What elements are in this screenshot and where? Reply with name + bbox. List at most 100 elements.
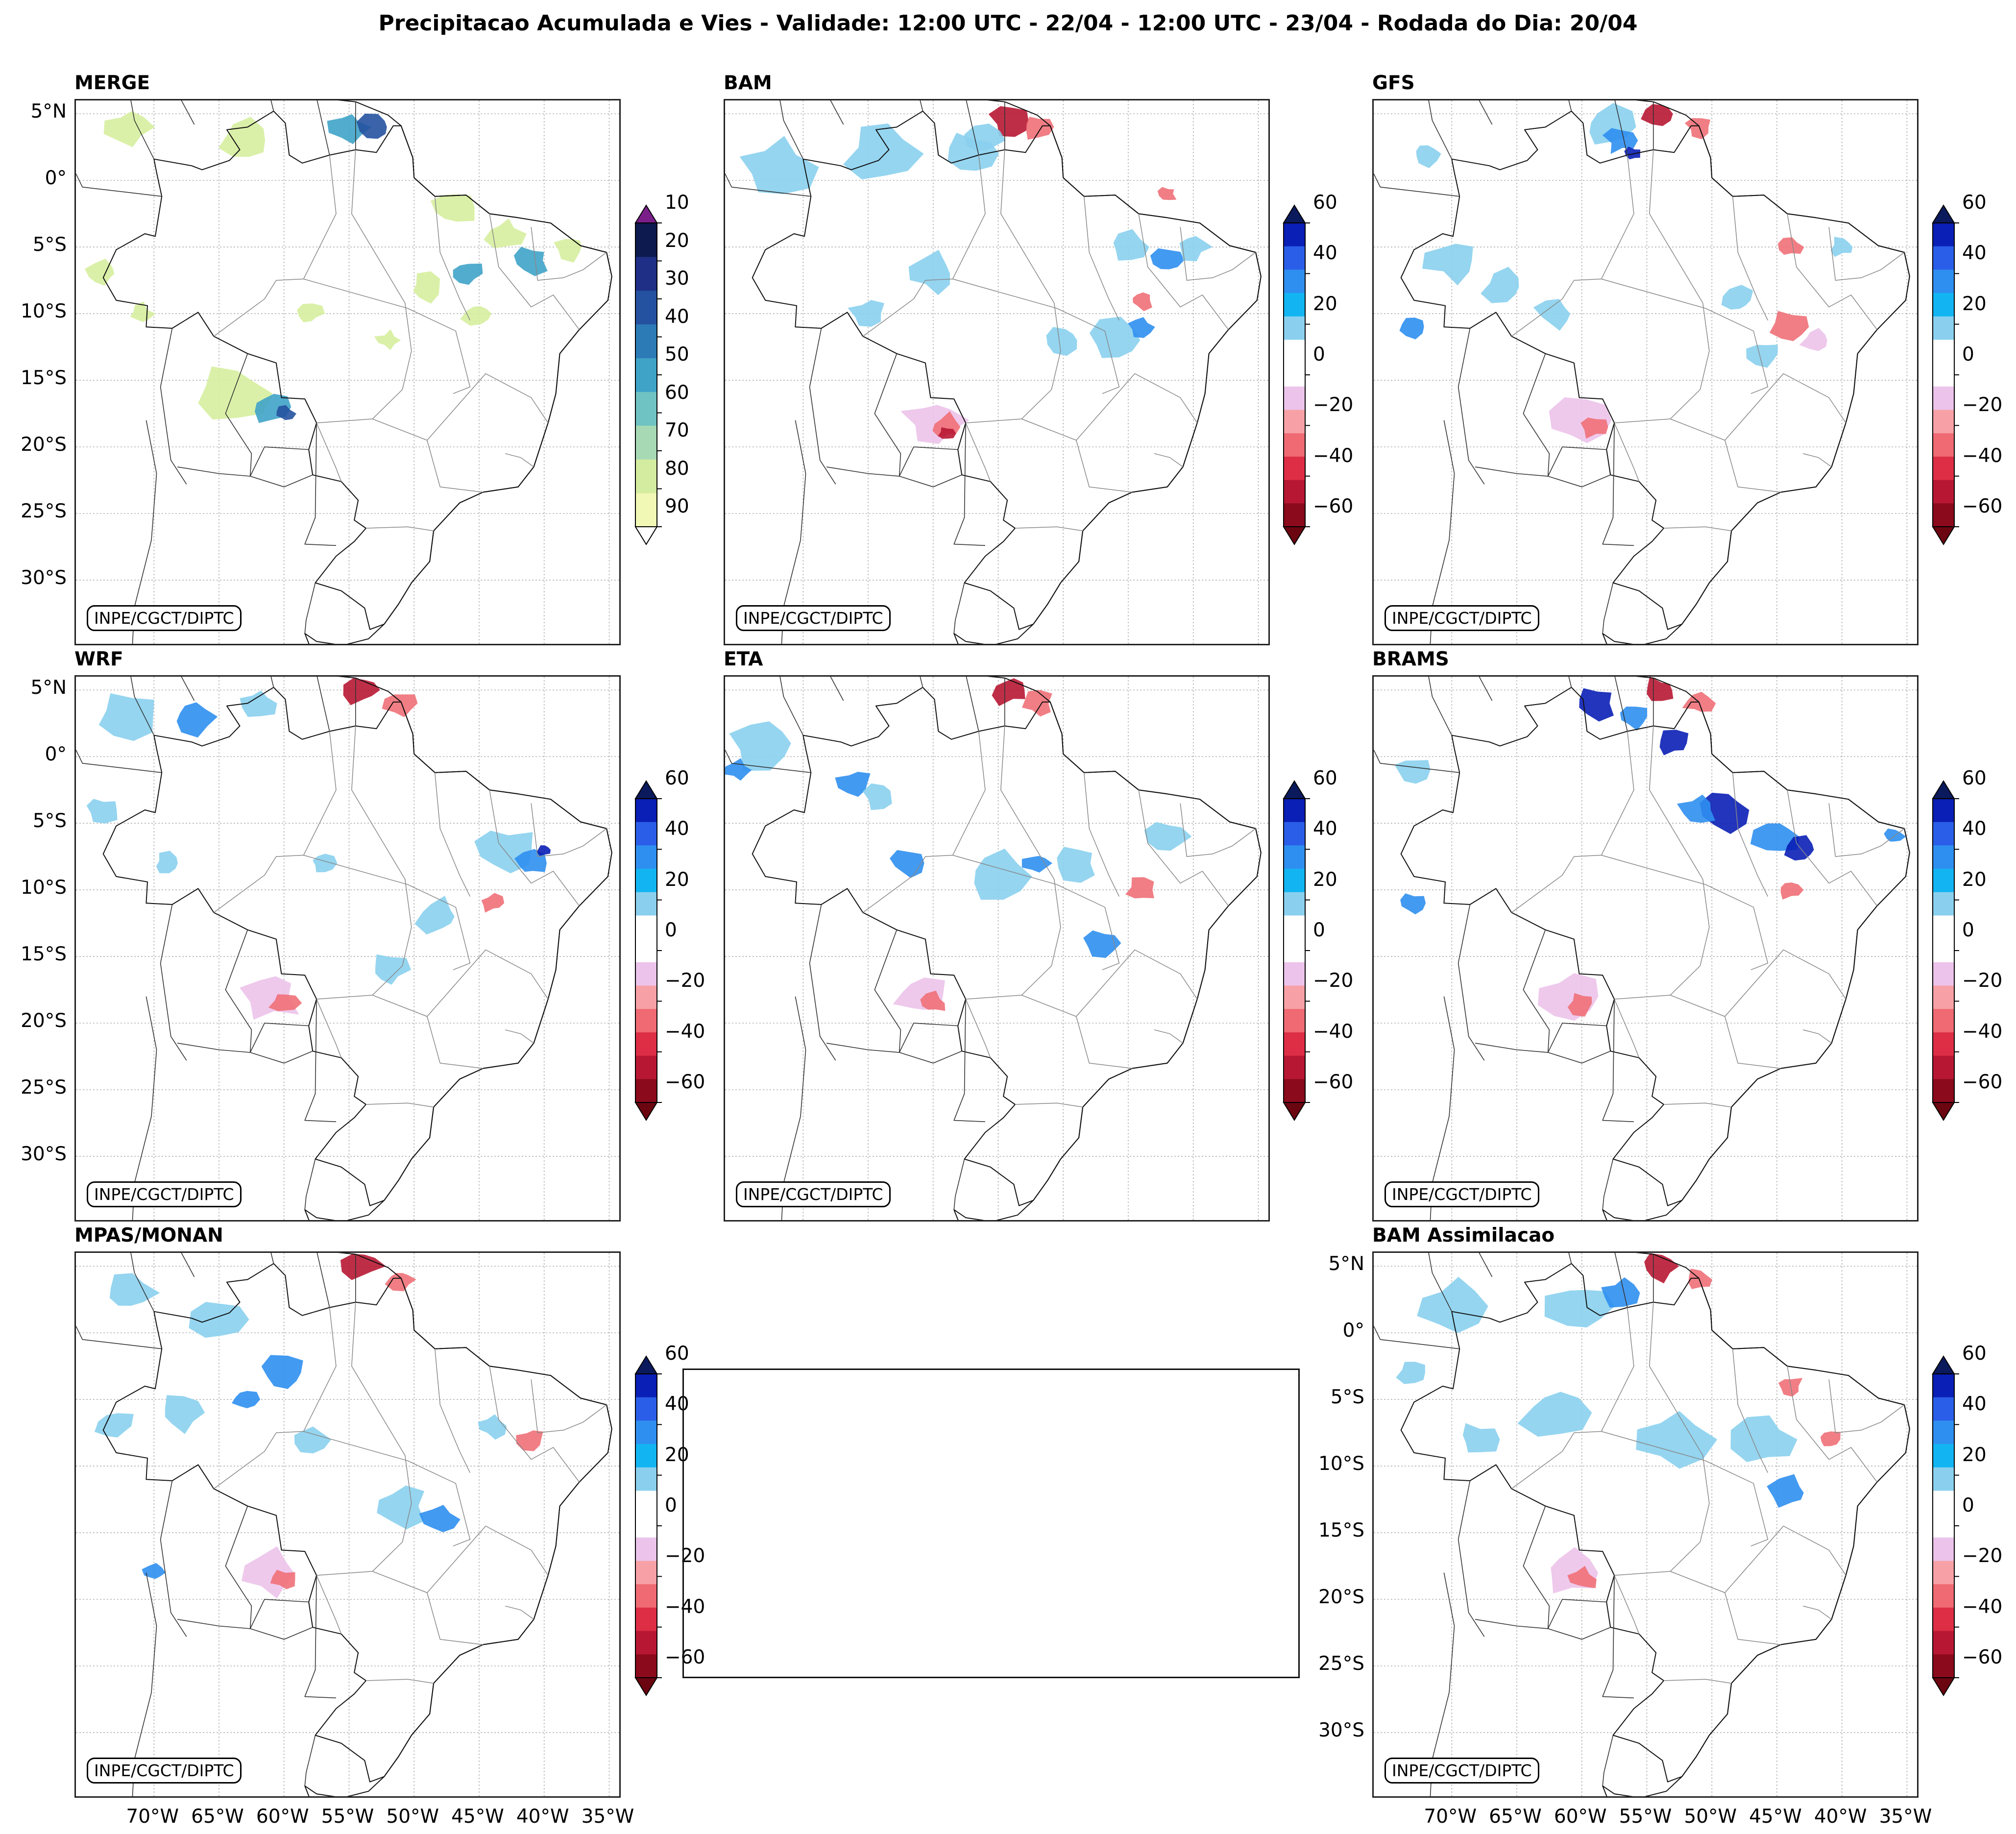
- colorbar-tick-label: 60: [1962, 1343, 1987, 1365]
- country-border-0: [225, 1506, 252, 1629]
- colorbar-segment: [635, 1607, 657, 1632]
- colorbar-segment: [1284, 246, 1305, 270]
- state-border-3: [1083, 196, 1120, 321]
- country-border-10: [1602, 423, 1634, 546]
- colorbar-segment: [1284, 316, 1305, 340]
- colorbar-tick-label: 10: [665, 192, 689, 214]
- field-area-13: [130, 301, 156, 322]
- colorbar-segment: [1284, 892, 1305, 916]
- colorbar-segment: [635, 1654, 657, 1678]
- colorbar-tick-label: 60: [1313, 767, 1337, 789]
- panel-title-merge: MERGE: [74, 72, 150, 94]
- field-area-4: [992, 678, 1025, 706]
- field-area-13: [270, 1569, 295, 1589]
- colorbar-tick-label: −20: [1962, 970, 2003, 992]
- country-border-0: [1523, 353, 1550, 476]
- country-border-1: [1475, 446, 1607, 477]
- state-border-0: [862, 731, 986, 913]
- state-border-8: [1015, 1102, 1083, 1108]
- field-area-6: [974, 848, 1032, 900]
- coastline: [953, 677, 1262, 1220]
- field-area-6: [513, 246, 548, 276]
- coastline: [1602, 1253, 1910, 1796]
- colorbar-segment: [1284, 480, 1305, 504]
- lat-tick-label: 5°N: [30, 677, 67, 699]
- field-area-13: [1400, 893, 1426, 915]
- field-area-3: [356, 113, 387, 139]
- field-area-7: [1150, 248, 1184, 269]
- lat-tick-label: 15°S: [21, 943, 67, 966]
- lon-tick-label: 45°W: [1749, 1806, 1802, 1828]
- field-area-12: [848, 300, 885, 327]
- country-border-9: [1602, 1735, 1614, 1786]
- credit-label: INPE/CGCT/DIPTC: [736, 1181, 891, 1207]
- credit-label: INPE/CGCT/DIPTC: [87, 605, 242, 631]
- colorbar-segment: [1284, 433, 1305, 457]
- state-border-7: [1725, 1016, 1781, 1069]
- colorbar-tick-label: 60: [665, 767, 689, 789]
- state-border-5: [531, 227, 607, 281]
- field-area-5: [1022, 690, 1052, 717]
- field-area-1: [725, 758, 752, 781]
- panel-title-bam: BAM: [724, 72, 772, 94]
- credit-label: INPE/CGCT/DIPTC: [1384, 1181, 1539, 1207]
- colorbar-over-arrow: [1283, 780, 1306, 799]
- lat-tick-label: 25°S: [21, 1076, 67, 1099]
- colorbar-bamassim: [1932, 1354, 1959, 1696]
- colorbar-tick-label: −60: [1962, 1646, 2003, 1668]
- brazil-border: [102, 110, 612, 630]
- field-area-8: [414, 896, 455, 935]
- colorbar-segment: [635, 1537, 657, 1562]
- field-area-6: [1636, 1411, 1718, 1469]
- map-panel-mpas: INPE/CGCT/DIPTC: [74, 1251, 621, 1798]
- colorbar-over-arrow: [1283, 204, 1306, 223]
- field-area-16: [1777, 237, 1804, 255]
- field-area-12: [86, 799, 118, 824]
- colorbar-segment: [635, 1420, 657, 1444]
- field-area-4: [1026, 117, 1054, 140]
- lat-tick-label: 30°S: [21, 1143, 67, 1166]
- country-border-1: [177, 1023, 309, 1053]
- country-border-4: [1428, 677, 1493, 736]
- map-panel-bamassim: INPE/CGCT/DIPTC: [1372, 1251, 1919, 1798]
- country-border-1: [826, 1023, 958, 1053]
- country-border-11: [132, 1572, 157, 1796]
- map-canvas-wrf: [76, 677, 619, 1220]
- country-border-3: [76, 750, 162, 773]
- field-area-2: [835, 772, 871, 797]
- colorbar-segment: [1284, 456, 1305, 481]
- field-area-9: [1462, 1423, 1500, 1453]
- state-border-0: [1511, 1307, 1634, 1490]
- field-area-1: [189, 1302, 249, 1338]
- colorbar-segment: [1933, 1055, 1954, 1079]
- country-border-9: [953, 1159, 965, 1210]
- country-border-6: [316, 100, 330, 155]
- field-area-4: [385, 1273, 416, 1292]
- field-area-5: [484, 218, 527, 248]
- gridlines: [1374, 677, 1917, 1220]
- colorbar-tick-label: −20: [1313, 970, 1354, 992]
- lat-tick-label: 30°S: [21, 567, 67, 589]
- colorbar-tick-label: 80: [665, 457, 689, 480]
- country-border-9: [953, 583, 965, 634]
- state-border-4: [1787, 1366, 1878, 1483]
- field-area-3: [340, 1253, 386, 1280]
- country-border-5: [920, 677, 923, 687]
- field-area-0: [98, 693, 154, 741]
- colorbar-tick-label: 30: [665, 268, 689, 290]
- field-area-16: [374, 329, 401, 350]
- state-border-0: [1511, 731, 1634, 913]
- colorbar-mpas: [634, 1354, 662, 1696]
- country-border-2: [899, 1051, 962, 1064]
- map-canvas-merge: [76, 100, 619, 644]
- field-area-15: [232, 1391, 261, 1409]
- lon-tick-label: 70°W: [126, 1806, 179, 1828]
- colorbar-segment: [635, 845, 657, 869]
- colorbar-tick-label: 60: [1962, 192, 1987, 214]
- country-border-5: [270, 100, 274, 111]
- colorbar-under-arrow: [1932, 526, 1955, 545]
- lon-tick-label: 55°W: [321, 1806, 374, 1828]
- colorbar-tick-label: 60: [665, 381, 689, 404]
- colorbar-under-arrow: [1932, 1677, 1955, 1696]
- colorbar-segment: [1933, 1397, 1954, 1421]
